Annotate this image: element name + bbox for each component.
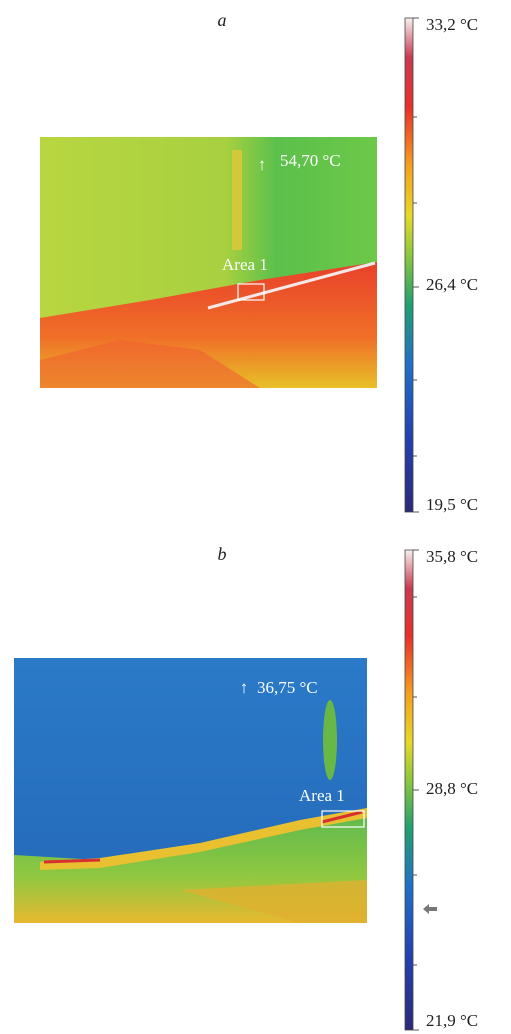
max-arrow: ↑ bbox=[240, 678, 249, 697]
scale-label: 35,8 °C bbox=[426, 547, 478, 566]
scale-label: 33,2 °C bbox=[426, 15, 478, 34]
thermal-image bbox=[14, 658, 367, 923]
thermal-image bbox=[40, 137, 377, 388]
max-arrow: ↑ bbox=[258, 155, 267, 174]
scale-label: 21,9 °C bbox=[426, 1011, 478, 1030]
scale-label: 26,4 °C bbox=[426, 275, 478, 294]
area-label: Area 1 bbox=[222, 255, 268, 274]
max-temp: 54,70 °C bbox=[280, 151, 341, 170]
max-temp: 36,75 °C bbox=[257, 678, 318, 697]
scale-label: 19,5 °C bbox=[426, 495, 478, 514]
panel-label: b bbox=[218, 544, 227, 564]
panel-label: a bbox=[218, 10, 227, 30]
colorbar bbox=[404, 549, 437, 1031]
area-label: Area 1 bbox=[299, 786, 345, 805]
scale-label: 28,8 °C bbox=[426, 779, 478, 798]
colorbar bbox=[404, 17, 419, 513]
